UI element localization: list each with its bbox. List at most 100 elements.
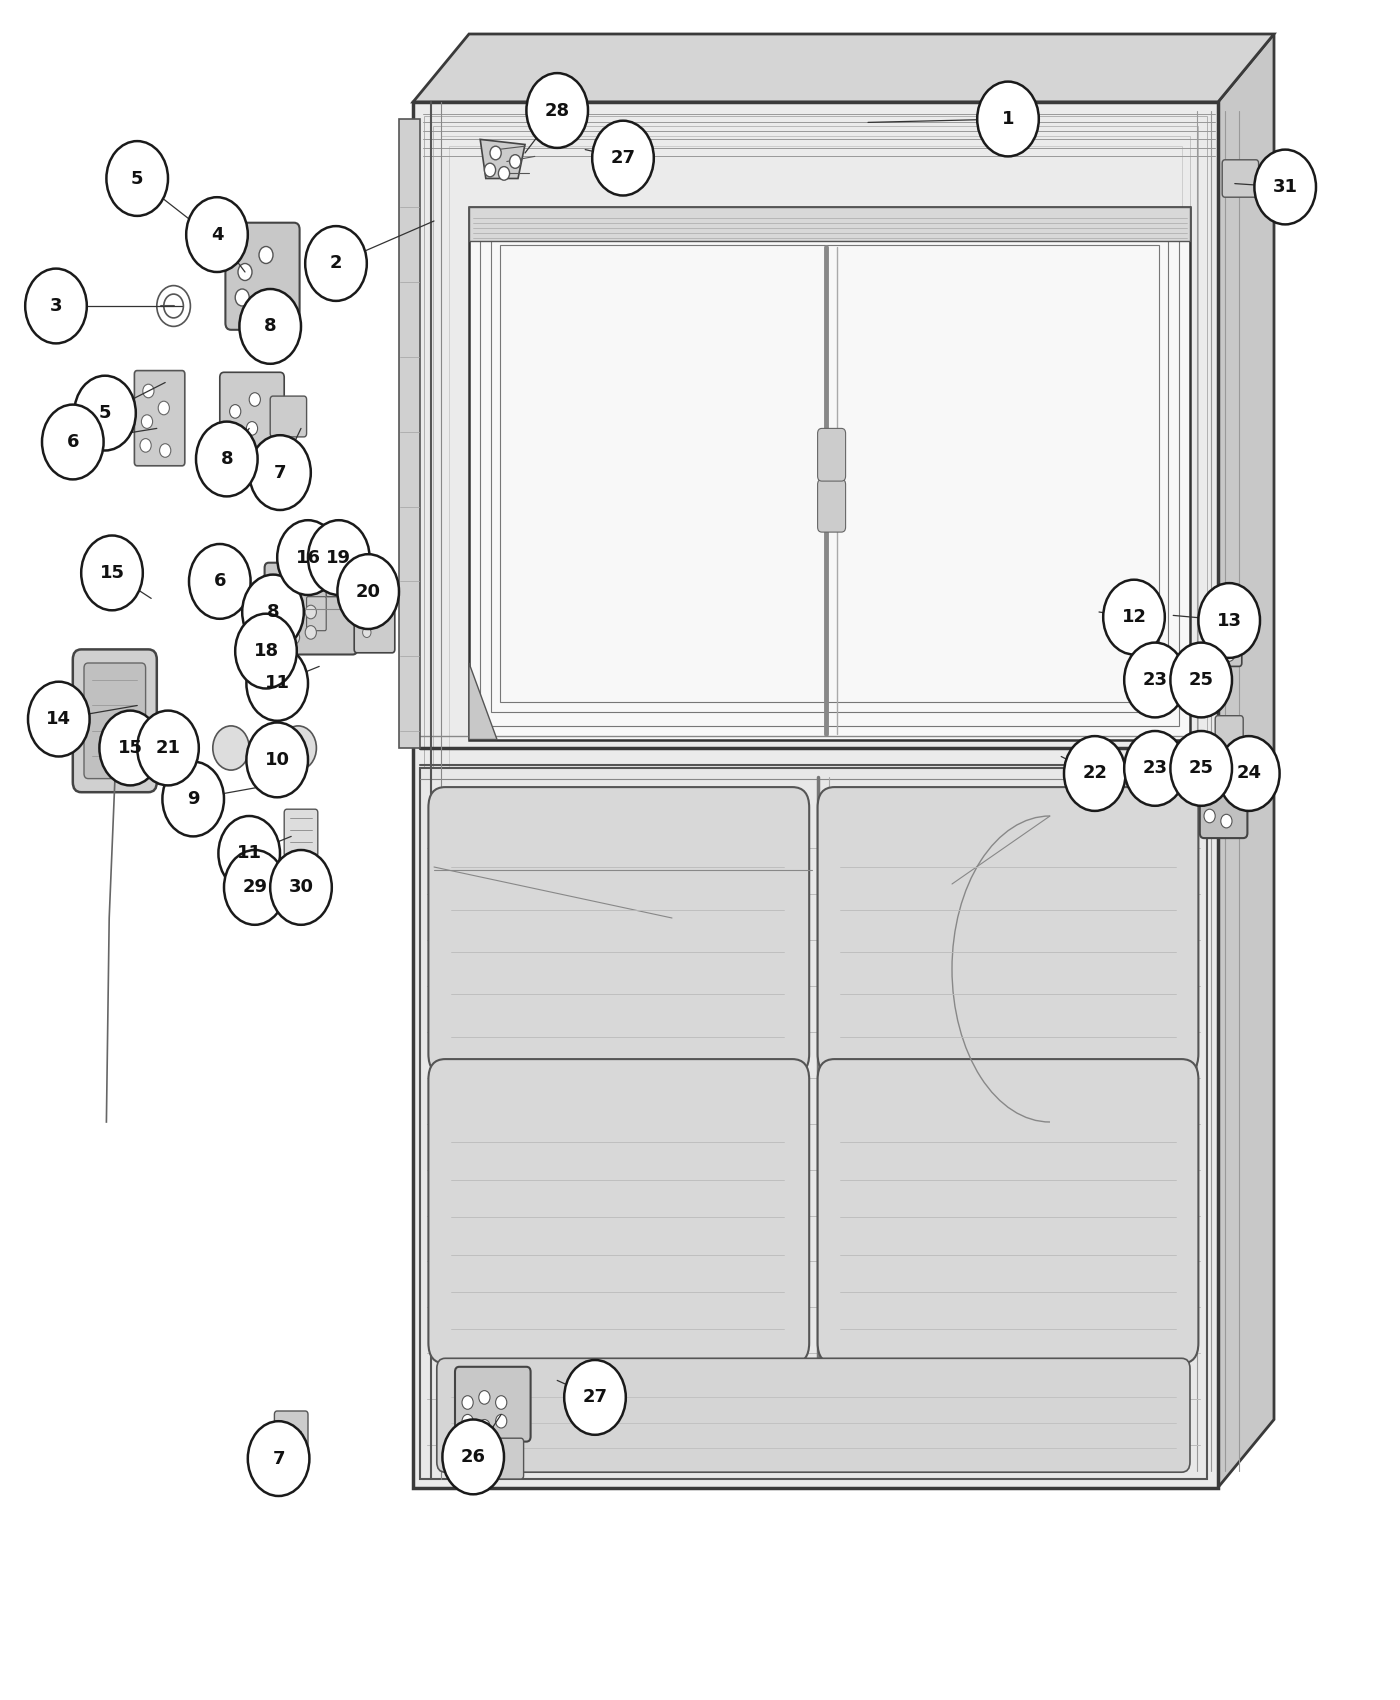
Text: 15: 15 <box>99 564 125 581</box>
Text: 15: 15 <box>118 740 143 756</box>
FancyBboxPatch shape <box>307 597 326 631</box>
Text: 6: 6 <box>214 573 225 590</box>
FancyBboxPatch shape <box>459 1438 524 1479</box>
Circle shape <box>249 435 311 510</box>
FancyBboxPatch shape <box>818 787 1198 1074</box>
Circle shape <box>498 167 510 180</box>
Circle shape <box>564 1360 626 1435</box>
Circle shape <box>1221 767 1232 780</box>
Circle shape <box>1204 809 1215 823</box>
Circle shape <box>74 376 136 450</box>
FancyBboxPatch shape <box>270 396 307 437</box>
FancyBboxPatch shape <box>284 809 318 857</box>
FancyBboxPatch shape <box>818 428 846 481</box>
Circle shape <box>305 626 316 639</box>
Circle shape <box>246 422 258 435</box>
Text: 18: 18 <box>253 643 279 660</box>
Circle shape <box>270 850 332 925</box>
Circle shape <box>305 226 367 301</box>
Circle shape <box>196 422 258 496</box>
Text: 25: 25 <box>1189 672 1214 688</box>
FancyBboxPatch shape <box>274 1411 308 1448</box>
Text: 19: 19 <box>326 549 351 566</box>
Circle shape <box>140 439 151 452</box>
Circle shape <box>231 238 245 255</box>
Circle shape <box>157 286 190 326</box>
FancyBboxPatch shape <box>428 1059 809 1363</box>
Text: 24: 24 <box>1236 765 1261 782</box>
Text: 23: 23 <box>1142 760 1168 777</box>
Text: 7: 7 <box>273 1450 284 1467</box>
FancyBboxPatch shape <box>225 223 300 330</box>
Circle shape <box>1124 731 1186 806</box>
Circle shape <box>143 384 154 398</box>
Circle shape <box>1212 639 1224 653</box>
Text: 26: 26 <box>461 1448 486 1465</box>
Text: 1: 1 <box>1002 110 1014 128</box>
Text: 12: 12 <box>1121 609 1147 626</box>
Circle shape <box>496 1414 507 1428</box>
Circle shape <box>462 1414 473 1428</box>
Circle shape <box>1124 643 1186 717</box>
Circle shape <box>249 393 260 406</box>
Text: 11: 11 <box>237 845 262 862</box>
Text: 14: 14 <box>46 711 71 728</box>
Circle shape <box>442 1420 504 1494</box>
FancyBboxPatch shape <box>134 371 185 466</box>
Circle shape <box>526 73 588 148</box>
Circle shape <box>1218 736 1280 811</box>
FancyBboxPatch shape <box>84 663 146 779</box>
Polygon shape <box>1218 34 1274 1488</box>
Polygon shape <box>480 139 525 178</box>
Circle shape <box>308 520 370 595</box>
Circle shape <box>288 631 300 644</box>
Circle shape <box>272 585 283 598</box>
Circle shape <box>246 722 308 797</box>
Text: 9: 9 <box>188 790 199 807</box>
FancyBboxPatch shape <box>818 1059 1198 1363</box>
Text: 16: 16 <box>295 549 321 566</box>
Circle shape <box>162 762 224 836</box>
Polygon shape <box>469 207 1190 740</box>
Circle shape <box>1254 150 1316 224</box>
Text: 6: 6 <box>67 434 78 450</box>
Text: 21: 21 <box>155 740 181 756</box>
Circle shape <box>164 294 183 318</box>
Polygon shape <box>420 768 1207 1479</box>
Circle shape <box>363 627 371 638</box>
Circle shape <box>99 711 161 785</box>
Circle shape <box>1224 648 1235 661</box>
Circle shape <box>230 405 241 418</box>
FancyBboxPatch shape <box>326 542 346 597</box>
Circle shape <box>81 536 143 610</box>
Circle shape <box>186 197 248 272</box>
Text: 4: 4 <box>211 226 223 243</box>
FancyBboxPatch shape <box>220 372 284 464</box>
Circle shape <box>479 1420 490 1433</box>
Circle shape <box>1170 643 1232 717</box>
Circle shape <box>235 614 297 688</box>
Circle shape <box>337 554 399 629</box>
Text: 8: 8 <box>263 318 277 335</box>
Text: 28: 28 <box>545 102 570 119</box>
Circle shape <box>277 520 339 595</box>
FancyBboxPatch shape <box>354 578 395 653</box>
Circle shape <box>1212 614 1224 627</box>
Text: 23: 23 <box>1142 672 1168 688</box>
FancyBboxPatch shape <box>73 649 157 792</box>
Circle shape <box>977 82 1039 156</box>
Circle shape <box>224 850 286 925</box>
Circle shape <box>252 298 266 314</box>
Text: 2: 2 <box>330 255 342 272</box>
FancyBboxPatch shape <box>455 1367 531 1442</box>
Circle shape <box>1204 784 1215 797</box>
Circle shape <box>305 605 316 619</box>
Circle shape <box>228 432 239 445</box>
Circle shape <box>272 605 283 619</box>
Text: 31: 31 <box>1273 178 1298 196</box>
FancyBboxPatch shape <box>1200 751 1247 838</box>
Circle shape <box>25 269 87 343</box>
Text: 27: 27 <box>610 150 636 167</box>
FancyBboxPatch shape <box>1208 609 1242 666</box>
Circle shape <box>235 289 249 306</box>
